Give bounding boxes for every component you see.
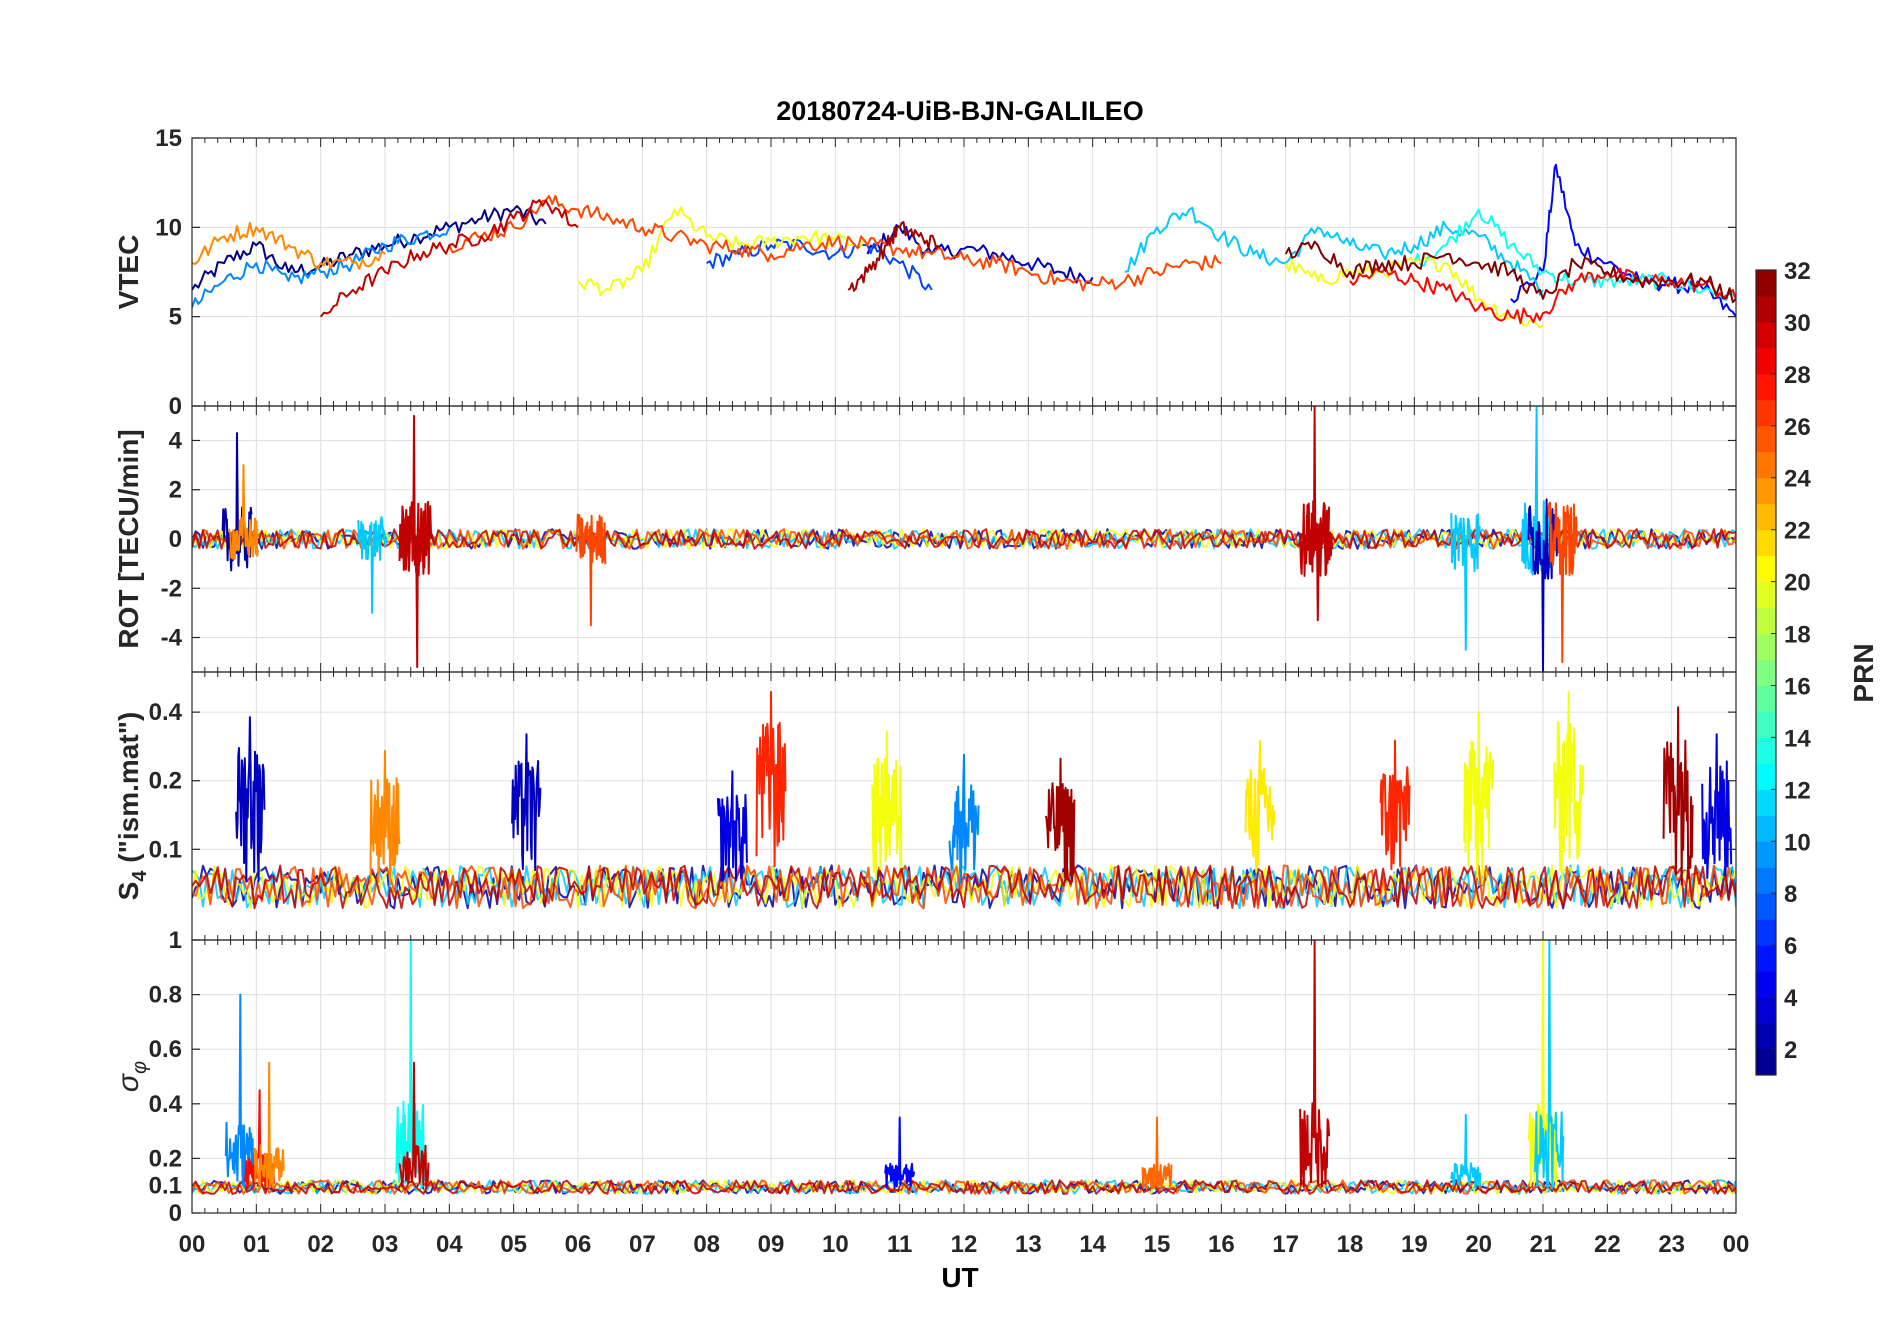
y-axis-label-rot: ROT [TECU/min] bbox=[113, 429, 144, 648]
colorbar-band bbox=[1756, 452, 1776, 478]
colorbar-tick-label: 16 bbox=[1784, 673, 1811, 700]
colorbar-tick-label: 22 bbox=[1784, 518, 1811, 545]
colorbar-tick-label: 32 bbox=[1784, 258, 1811, 285]
x-tick-label: 20 bbox=[1465, 1231, 1492, 1258]
colorbar-tick-label: 28 bbox=[1784, 362, 1811, 389]
figure: 20180724-UiB-BJN-GALILEO 051015VTEC-4-20… bbox=[0, 0, 1902, 1330]
y-tick-label: 0 bbox=[169, 526, 182, 553]
colorbar-tick-label: 26 bbox=[1784, 414, 1811, 441]
colorbar-band bbox=[1756, 919, 1776, 945]
y-tick-label: 0.4 bbox=[149, 699, 183, 726]
y-tick-label: 0.4 bbox=[149, 1091, 183, 1118]
colorbar-band bbox=[1756, 478, 1776, 504]
colorbar-band bbox=[1756, 634, 1776, 660]
x-tick-label: 00 bbox=[1723, 1231, 1750, 1258]
x-tick-label: 22 bbox=[1594, 1231, 1621, 1258]
y-tick-label: 0.2 bbox=[149, 768, 182, 795]
x-tick-label: 18 bbox=[1337, 1231, 1364, 1258]
colorbar-tick-label: 6 bbox=[1784, 933, 1797, 960]
colorbar-band bbox=[1756, 270, 1776, 296]
x-axis-label: UT bbox=[941, 1262, 978, 1293]
colorbar-band bbox=[1756, 660, 1776, 686]
colorbar-band bbox=[1756, 348, 1776, 374]
x-tick-label: 11 bbox=[887, 1231, 912, 1258]
x-tick-label: 17 bbox=[1272, 1231, 1299, 1258]
colorbar-band bbox=[1756, 841, 1776, 867]
y-tick-label: 4 bbox=[169, 427, 183, 454]
colorbar-tick-label: 4 bbox=[1784, 985, 1798, 1012]
x-tick-label: 00 bbox=[179, 1231, 206, 1258]
colorbar-band bbox=[1756, 971, 1776, 997]
x-tick-label: 01 bbox=[243, 1231, 270, 1258]
x-tick-label: 04 bbox=[436, 1231, 463, 1258]
x-tick-label: 06 bbox=[565, 1231, 592, 1258]
colorbar-band bbox=[1756, 997, 1776, 1023]
y-tick-label: -2 bbox=[161, 575, 182, 602]
colorbar-band bbox=[1756, 1023, 1776, 1049]
x-tick-label: 13 bbox=[1015, 1231, 1042, 1258]
colorbar-tick-label: 12 bbox=[1784, 777, 1811, 804]
y-tick-label: 0.8 bbox=[149, 982, 182, 1009]
colorbar-band bbox=[1756, 815, 1776, 841]
x-tick-label: 07 bbox=[629, 1231, 656, 1258]
colorbar-band bbox=[1756, 867, 1776, 893]
x-tick-label: 05 bbox=[500, 1231, 527, 1258]
y-tick-label: 0 bbox=[169, 1200, 182, 1227]
x-tick-label: 12 bbox=[951, 1231, 978, 1258]
y-tick-label: 5 bbox=[169, 304, 182, 331]
chart-title: 20180724-UiB-BJN-GALILEO bbox=[776, 96, 1144, 126]
colorbar-band bbox=[1756, 737, 1776, 763]
x-tick-label: 10 bbox=[822, 1231, 849, 1258]
colorbar-tick-label: 30 bbox=[1784, 310, 1811, 337]
colorbar-band bbox=[1756, 426, 1776, 452]
colorbar-band bbox=[1756, 945, 1776, 971]
colorbar-band bbox=[1756, 893, 1776, 919]
x-tick-label: 02 bbox=[307, 1231, 334, 1258]
y-tick-label: 15 bbox=[155, 125, 182, 152]
colorbar-band bbox=[1756, 685, 1776, 711]
colorbar-tick-label: 14 bbox=[1784, 725, 1811, 752]
y-axis-label-vtec: VTEC bbox=[113, 235, 144, 310]
colorbar-tick-label: 8 bbox=[1784, 881, 1797, 908]
colorbar-band bbox=[1756, 400, 1776, 426]
colorbar-band bbox=[1756, 1049, 1776, 1075]
colorbar-band bbox=[1756, 374, 1776, 400]
x-tick-label: 21 bbox=[1530, 1231, 1557, 1258]
y-tick-label: -4 bbox=[161, 625, 183, 652]
x-tick-label: 09 bbox=[758, 1231, 785, 1258]
colorbar-tick-label: 2 bbox=[1784, 1037, 1797, 1064]
colorbar-band bbox=[1756, 556, 1776, 582]
colorbar-tick-label: 10 bbox=[1784, 829, 1811, 856]
y-tick-label: 1 bbox=[169, 927, 182, 954]
y-tick-label: 10 bbox=[155, 214, 182, 241]
colorbar-band bbox=[1756, 763, 1776, 789]
colorbar-band bbox=[1756, 711, 1776, 737]
colorbar-tick-label: 20 bbox=[1784, 570, 1811, 597]
colorbar-band bbox=[1756, 504, 1776, 530]
y-tick-label: 0 bbox=[169, 393, 182, 420]
colorbar-tick-label: 24 bbox=[1784, 466, 1811, 493]
x-tick-label: 23 bbox=[1658, 1231, 1685, 1258]
y-tick-label: 0.1 bbox=[149, 836, 182, 863]
colorbar-tick-label: 18 bbox=[1784, 622, 1811, 649]
colorbar-band bbox=[1756, 322, 1776, 348]
colorbar-band bbox=[1756, 296, 1776, 322]
y-tick-label: 2 bbox=[169, 477, 182, 504]
y-tick-label: 0.6 bbox=[149, 1036, 182, 1063]
x-tick-label: 14 bbox=[1079, 1231, 1106, 1258]
colorbar-band bbox=[1756, 530, 1776, 556]
colorbar-band bbox=[1756, 608, 1776, 634]
colorbar-label: PRN bbox=[1848, 643, 1879, 702]
x-tick-label: 03 bbox=[372, 1231, 399, 1258]
y-tick-label: 0.1 bbox=[149, 1173, 182, 1200]
x-tick-label: 16 bbox=[1208, 1231, 1235, 1258]
x-tick-label: 19 bbox=[1401, 1231, 1428, 1258]
colorbar-band bbox=[1756, 582, 1776, 608]
colorbar-band bbox=[1756, 789, 1776, 815]
x-tick-label: 08 bbox=[693, 1231, 720, 1258]
y-tick-label: 0.2 bbox=[149, 1145, 182, 1172]
x-tick-label: 15 bbox=[1144, 1231, 1171, 1258]
